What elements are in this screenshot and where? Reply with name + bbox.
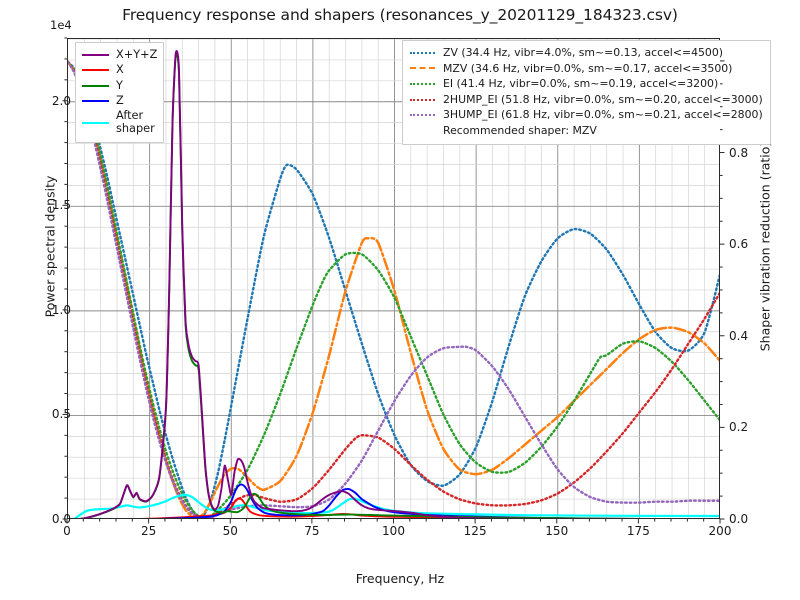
legend-item-label: After shaper: [116, 109, 155, 135]
legend-item-x-y-z[interactable]: X+Y+Z: [82, 47, 157, 63]
chart-svg: [68, 39, 719, 518]
psd-curve-z: [157, 483, 638, 518]
legend-item-x[interactable]: X: [82, 63, 157, 79]
y2-tick-label: 0.6: [729, 237, 749, 252]
legend-swatch-solid: [82, 95, 109, 107]
y2-tick-label: 0.8: [729, 145, 749, 160]
x-tick-label: 175: [626, 524, 650, 538]
x-tick-label: 50: [222, 524, 238, 538]
y-tick-label: 0.5: [51, 407, 71, 422]
x-tick-label: 125: [463, 524, 487, 538]
x-tick-label: 0: [63, 524, 71, 538]
recommended-shaper-note: Recommended shaper: MZV: [410, 123, 763, 139]
legend-swatch-dotted: [410, 94, 435, 106]
y-axis-offset-text: 1e4: [50, 18, 72, 32]
legend-item-label: EI (41.4 Hz, vibr=0.0%, sm~=0.19, accel<…: [443, 77, 719, 91]
legend-item-z[interactable]: Z: [82, 94, 157, 110]
legend-item-label: ZV (34.4 Hz, vibr=4.0%, sm~=0.13, accel<…: [443, 46, 724, 60]
legend-swatch-dotted: [410, 109, 435, 121]
legend-item-ei[interactable]: EI (41.4 Hz, vibr=0.0%, sm~=0.19, accel<…: [410, 76, 763, 92]
legend-swatch-solid: [82, 64, 109, 76]
page-title: Frequency response and shapers (resonanc…: [122, 6, 678, 24]
legend-axes[interactable]: X+Y+Z X Y Z After shaper: [75, 42, 165, 143]
legend-item-label: X+Y+Z: [116, 47, 158, 61]
legend-item-label: Y: [116, 78, 123, 92]
y-tick-label: 0.0: [51, 512, 71, 526]
legend-swatch-solid: [82, 49, 109, 61]
x-tick-label: 200: [708, 524, 732, 538]
legend-item-label: 3HUMP_EI (61.8 Hz, vibr=0.0%, sm~=0.21, …: [443, 108, 763, 122]
y-tick-label: 1.0: [51, 302, 71, 317]
shaper-curve-zv: [68, 60, 719, 518]
legend-swatch-solid: [82, 80, 109, 92]
shaper-curve-ei: [68, 60, 719, 518]
legend-swatch-dotted: [410, 47, 435, 59]
data-series-layer: [68, 50, 719, 518]
legend-item-2hump_ei[interactable]: 2HUMP_EI (51.8 Hz, vibr=0.0%, sm~=0.20, …: [410, 92, 763, 108]
legend-item-label: Z: [116, 94, 124, 108]
legend-item-after-shaper[interactable]: After shaper: [82, 109, 157, 137]
recommended-shaper-label: Recommended shaper: MZV: [443, 124, 597, 138]
x-tick-label: 150: [545, 524, 569, 538]
x-tick-label: 25: [140, 524, 157, 538]
legend-item-zv[interactable]: ZV (34.4 Hz, vibr=4.0%, sm~=0.13, accel<…: [410, 45, 763, 61]
y2-tick-label: 0.4: [729, 328, 749, 343]
x-axis-label: Frequency, Hz: [355, 571, 445, 586]
psd-curve-x-y-z: [79, 50, 541, 518]
legend-shapers[interactable]: ZV (34.4 Hz, vibr=4.0%, sm~=0.13, accel<…: [402, 40, 771, 145]
y2-tick-label: 0.0: [729, 512, 749, 526]
x-tick-label: 100: [382, 524, 405, 538]
legend-item-y[interactable]: Y: [82, 78, 157, 94]
legend-item-3hump_ei[interactable]: 3HUMP_EI (61.8 Hz, vibr=0.0%, sm~=0.21, …: [410, 107, 763, 123]
legend-item-label: X: [116, 63, 124, 77]
y-tick-label: 1.5: [51, 198, 71, 213]
y2-tick-label: 0.2: [729, 420, 749, 435]
legend-swatch-dashdot: [410, 62, 435, 74]
legend-item-mzv[interactable]: MZV (34.6 Hz, vibr=0.0%, sm~=0.17, accel…: [410, 61, 763, 77]
y-tick-label: 2.0: [51, 93, 71, 108]
legend-swatch-dotted: [410, 78, 435, 90]
legend-swatch-solid: [82, 117, 109, 129]
legend-item-label: MZV (34.6 Hz, vibr=0.0%, sm~=0.17, accel…: [443, 61, 733, 75]
legend-item-label: 2HUMP_EI (51.8 Hz, vibr=0.0%, sm~=0.20, …: [443, 92, 763, 106]
shaper-curve-3hump_ei: [68, 60, 719, 518]
x-tick-label: 75: [304, 524, 320, 538]
